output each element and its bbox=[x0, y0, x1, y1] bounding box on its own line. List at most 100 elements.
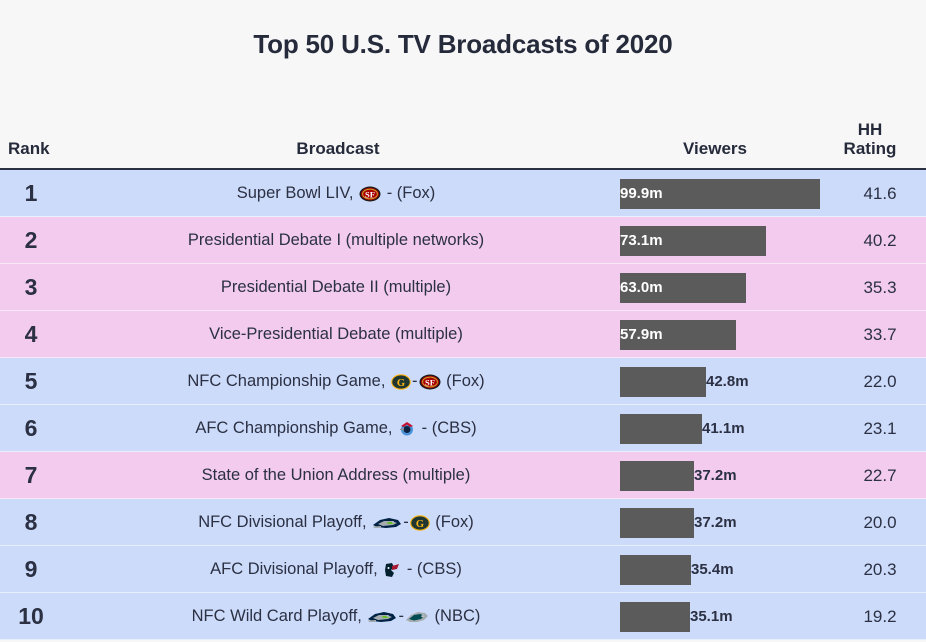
broadcast-label: - bbox=[412, 372, 418, 390]
broadcast-label: (Fox) bbox=[441, 372, 485, 390]
cell-rank: 4 bbox=[24, 321, 38, 347]
broadcast-label: AFC Divisional Playoff, bbox=[210, 560, 383, 578]
bar-track: 41.1m bbox=[620, 414, 840, 444]
eagles-logo bbox=[405, 609, 429, 625]
cell-hh-rating: 33.7 bbox=[863, 324, 897, 344]
cell-viewers: 63.0m bbox=[610, 264, 840, 311]
viewers-bar bbox=[620, 602, 690, 632]
viewers-bar bbox=[620, 508, 694, 538]
svg-text:SF: SF bbox=[425, 377, 435, 387]
cell-viewers: 35.4m bbox=[610, 546, 840, 593]
cell-rank: 3 bbox=[24, 274, 38, 300]
viewers-bar bbox=[620, 367, 706, 397]
viewers-bar bbox=[620, 179, 820, 209]
seahawks-logo bbox=[367, 609, 397, 625]
viewers-value-label: 73.1m bbox=[620, 232, 663, 249]
cell-viewers: 99.9m bbox=[610, 170, 840, 217]
viewers-bar bbox=[620, 555, 691, 585]
broadcast-content: Presidential Debate II (multiple) bbox=[221, 278, 451, 297]
column-header-broadcast: Broadcast bbox=[296, 138, 380, 158]
cell-hh-rating: 35.3 bbox=[863, 277, 897, 297]
table-row: 2 Presidential Debate I (multiple network… bbox=[0, 217, 926, 264]
broadcast-content: Presidential Debate I (multiple networks… bbox=[188, 231, 484, 250]
cell-viewers: 41.1m bbox=[610, 405, 840, 452]
svg-text:G: G bbox=[416, 518, 424, 529]
viewers-value-label: 37.2m bbox=[694, 467, 737, 484]
packers-logo: G bbox=[391, 373, 411, 390]
viewers-value-label: 35.1m bbox=[690, 608, 733, 625]
cell-rank: 8 bbox=[24, 509, 38, 535]
titans-logo bbox=[398, 421, 416, 437]
cell-viewers: 37.2m bbox=[610, 499, 840, 546]
bar-track: 57.9m bbox=[620, 320, 840, 350]
broadcast-label: - bbox=[398, 607, 404, 625]
viewers-value-label: 37.2m bbox=[694, 514, 737, 531]
table-header: Rank Broadcast Viewers HH Rating bbox=[0, 88, 926, 170]
viewers-value-label: 35.4m bbox=[691, 561, 734, 578]
cell-hh-rating: 19.2 bbox=[863, 606, 897, 626]
broadcast-label: AFC Championship Game, bbox=[195, 419, 398, 437]
cell-broadcast: AFC Championship Game, - (CBS) bbox=[62, 405, 610, 452]
cell-rank: 2 bbox=[24, 227, 38, 253]
cell-rank: 6 bbox=[24, 415, 38, 441]
cell-broadcast: State of the Union Address (multiple) bbox=[62, 452, 610, 499]
bar-track: 35.1m bbox=[620, 602, 840, 632]
bar-track: 63.0m bbox=[620, 273, 840, 303]
broadcast-label: Presidential Debate I (multiple networks… bbox=[187, 231, 485, 249]
table-row: 6 AFC Championship Game, - (CBS) 41.1m 23.1 bbox=[0, 405, 926, 452]
cell-hh-rating: 23.1 bbox=[863, 418, 897, 438]
broadcast-label: Presidential Debate II (multiple) bbox=[220, 278, 452, 296]
cell-viewers: 57.9m bbox=[610, 311, 840, 358]
cell-hh-rating: 22.7 bbox=[863, 465, 897, 485]
cell-broadcast: Super Bowl LIV, SF - (Fox) bbox=[62, 170, 610, 217]
cell-broadcast: NFC Wild Card Playoff, - (NBC) bbox=[62, 593, 610, 640]
cell-hh-rating: 41.6 bbox=[863, 183, 897, 203]
viewers-value-label: 99.9m bbox=[620, 185, 663, 202]
viewers-bar bbox=[620, 226, 766, 256]
broadcast-label: (Fox) bbox=[430, 513, 474, 531]
viewers-bar bbox=[620, 414, 702, 444]
broadcast-content: Super Bowl LIV, SF - (Fox) bbox=[237, 184, 436, 203]
broadcast-content: AFC Championship Game, - (CBS) bbox=[195, 419, 476, 438]
table-body: 1 Super Bowl LIV, SF - (Fox) 99.9m 41.6 2 Pre… bbox=[0, 170, 926, 640]
bar-track: 37.2m bbox=[620, 508, 840, 538]
niners-logo: SF bbox=[359, 186, 381, 202]
cell-rank: 7 bbox=[24, 462, 38, 488]
broadcast-content: NFC Wild Card Playoff, - (NBC) bbox=[192, 607, 481, 626]
viewers-value-label: 57.9m bbox=[620, 326, 663, 343]
viewers-value-label: 42.8m bbox=[706, 373, 749, 390]
cell-hh-rating: 20.3 bbox=[863, 559, 897, 579]
bar-track: 35.4m bbox=[620, 555, 840, 585]
cell-viewers: 42.8m bbox=[610, 358, 840, 405]
cell-viewers: 73.1m bbox=[610, 217, 840, 264]
packers-logo: G bbox=[409, 514, 430, 531]
viewers-bar bbox=[620, 320, 736, 350]
broadcast-label: NFC Divisional Playoff, bbox=[198, 513, 372, 531]
bar-track: 73.1m bbox=[620, 226, 840, 256]
table-row: 5 NFC Championship Game, G - SF (Fox) 42.8m 2… bbox=[0, 358, 926, 405]
broadcast-label: - bbox=[403, 513, 409, 531]
cell-viewers: 35.1m bbox=[610, 593, 840, 640]
page-title: Top 50 U.S. TV Broadcasts of 2020 bbox=[253, 28, 673, 59]
column-header-viewers: Viewers bbox=[683, 138, 747, 158]
broadcast-content: State of the Union Address (multiple) bbox=[202, 466, 471, 485]
broadcast-label: NFC Championship Game, bbox=[187, 372, 391, 390]
column-header-hh-rating-line1: HH bbox=[857, 120, 883, 140]
broadcast-content: NFC Championship Game, G - SF (Fox) bbox=[187, 372, 484, 391]
broadcast-label: (NBC) bbox=[429, 607, 481, 625]
table-row: 1 Super Bowl LIV, SF - (Fox) 99.9m 41.6 bbox=[0, 170, 926, 217]
cell-hh-rating: 20.0 bbox=[863, 512, 897, 532]
broadcast-content: AFC Divisional Playoff, - (CBS) bbox=[210, 560, 462, 579]
cell-rank: 5 bbox=[24, 368, 38, 394]
cell-broadcast: Presidential Debate I (multiple networks… bbox=[62, 217, 610, 264]
table-row: 3 Presidential Debate II (multiple) 63.0m 3… bbox=[0, 264, 926, 311]
column-header-hh-rating: HH Rating bbox=[820, 120, 920, 158]
viewers-value-label: 41.1m bbox=[702, 420, 745, 437]
broadcast-label: - (Fox) bbox=[382, 184, 436, 202]
table-row: 4 Vice-Presidential Debate (multiple) 57.9… bbox=[0, 311, 926, 358]
broadcast-label: State of the Union Address (multiple) bbox=[201, 466, 471, 484]
cell-broadcast: NFC Divisional Playoff, -G (Fox) bbox=[62, 499, 610, 546]
broadcast-content: Vice-Presidential Debate (multiple) bbox=[209, 325, 463, 344]
table-row: 7 State of the Union Address (multiple) 37… bbox=[0, 452, 926, 499]
